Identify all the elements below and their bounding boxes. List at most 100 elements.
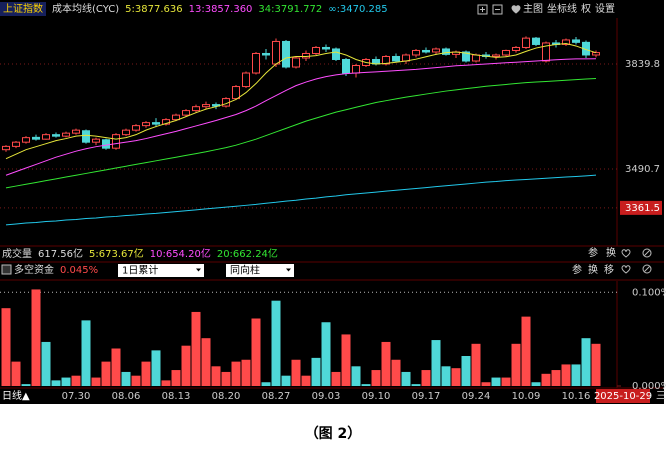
bar <box>381 341 391 386</box>
candle-body <box>182 110 190 116</box>
zoom-in-icon[interactable] <box>477 4 488 15</box>
candle-body <box>132 125 140 131</box>
close-glyph <box>644 266 650 272</box>
dropdown[interactable] <box>118 264 204 277</box>
zoom-out-icon[interactable] <box>492 4 503 15</box>
candle-body <box>352 65 360 74</box>
close-icon[interactable] <box>642 248 652 258</box>
candle-body <box>232 86 240 100</box>
zoom-in-glyph <box>480 7 485 12</box>
legend-entry: ∞:3470.285 <box>328 4 387 15</box>
bar <box>161 380 171 386</box>
bar <box>511 343 521 386</box>
panel-tool[interactable]: 移 <box>604 263 614 276</box>
bar <box>141 361 151 386</box>
ma-line <box>5 174 597 226</box>
candle-body <box>322 46 330 50</box>
heart-icon[interactable] <box>621 265 631 274</box>
candle-body <box>312 46 320 54</box>
favorite-icon[interactable] <box>511 5 521 14</box>
panel-icons <box>1 248 652 275</box>
candle-body <box>502 49 510 56</box>
candle-body <box>302 52 310 59</box>
index-badge <box>0 2 46 16</box>
candle-body <box>82 130 90 143</box>
bar <box>111 348 121 386</box>
panel-tool[interactable]: 换 <box>606 246 616 259</box>
ma-line <box>5 43 597 160</box>
candle-body <box>472 54 480 62</box>
caption: （图 2） <box>305 426 362 442</box>
candle-body <box>422 49 430 53</box>
candle-body <box>162 119 170 125</box>
candle-body <box>142 122 150 127</box>
dropdown-label[interactable]: 1日累计 <box>122 264 158 277</box>
bar <box>491 377 501 386</box>
heart-icon[interactable] <box>621 249 631 258</box>
candle-body <box>242 72 250 88</box>
bar <box>481 382 491 386</box>
dropdown-label[interactable]: 同向柱 <box>230 264 260 277</box>
candle-body <box>152 122 160 125</box>
menu-icon[interactable]: 三 <box>656 391 666 402</box>
bar <box>61 377 71 386</box>
candle-body <box>382 55 390 65</box>
candle-body <box>2 145 10 151</box>
toolbar-button[interactable]: 设置 <box>595 3 615 15</box>
candle-body <box>72 129 80 134</box>
period-label[interactable]: 日线▲ <box>2 389 30 402</box>
bar <box>291 359 301 386</box>
bar <box>561 364 571 386</box>
panel-value: 0.045% <box>60 265 98 276</box>
bar <box>431 340 441 386</box>
dropdown[interactable] <box>226 264 294 277</box>
candle-body <box>572 39 580 43</box>
candle-body <box>102 139 110 149</box>
bar <box>101 361 111 386</box>
index-name: 上证指数 <box>3 2 43 15</box>
legend-entry: 5:3877.636 <box>125 4 182 15</box>
x-tick-label: 07.30 <box>62 391 91 402</box>
bar <box>441 366 451 386</box>
ma-line <box>5 78 597 189</box>
bar <box>341 334 351 386</box>
bar <box>301 375 311 386</box>
x-tick-label: 08.20 <box>212 391 241 402</box>
close-icon[interactable] <box>642 264 652 274</box>
volume-ma: 10:654.20亿 <box>150 247 211 260</box>
bar <box>351 366 361 386</box>
bar <box>541 373 551 386</box>
panel-tool[interactable]: 参 <box>588 246 598 259</box>
x-tick-label: 08.27 <box>262 391 291 402</box>
candle-body <box>542 42 550 62</box>
toolbar-button[interactable]: 权 <box>581 2 591 15</box>
bar <box>551 370 561 386</box>
bar <box>411 384 421 386</box>
bar <box>321 322 331 386</box>
candle-body <box>282 40 290 68</box>
bar <box>21 384 31 386</box>
x-tick-label: 10.16 <box>562 391 591 402</box>
toolbar-button[interactable]: 坐标线 <box>547 2 577 15</box>
bar <box>1 308 11 386</box>
bar <box>531 382 541 386</box>
volume-title: 成交量 <box>2 247 32 260</box>
candle-body <box>492 54 500 57</box>
bar <box>571 364 581 386</box>
x-tick-label: 08.13 <box>162 391 191 402</box>
bar <box>271 300 281 386</box>
bar <box>211 366 221 386</box>
bar <box>191 311 201 386</box>
fund-icon <box>1 264 12 275</box>
bar <box>121 371 131 386</box>
y-tick-label: 3490.7 <box>625 164 660 175</box>
bar <box>231 361 241 386</box>
bar <box>501 377 511 386</box>
panel-tool[interactable]: 参 <box>572 263 582 276</box>
volume-ma: 5:673.67亿 <box>89 247 144 260</box>
candle-body <box>92 138 100 143</box>
bar <box>51 380 61 386</box>
panel-tool[interactable]: 换 <box>588 263 598 276</box>
toolbar-button[interactable]: 主图 <box>523 3 543 15</box>
